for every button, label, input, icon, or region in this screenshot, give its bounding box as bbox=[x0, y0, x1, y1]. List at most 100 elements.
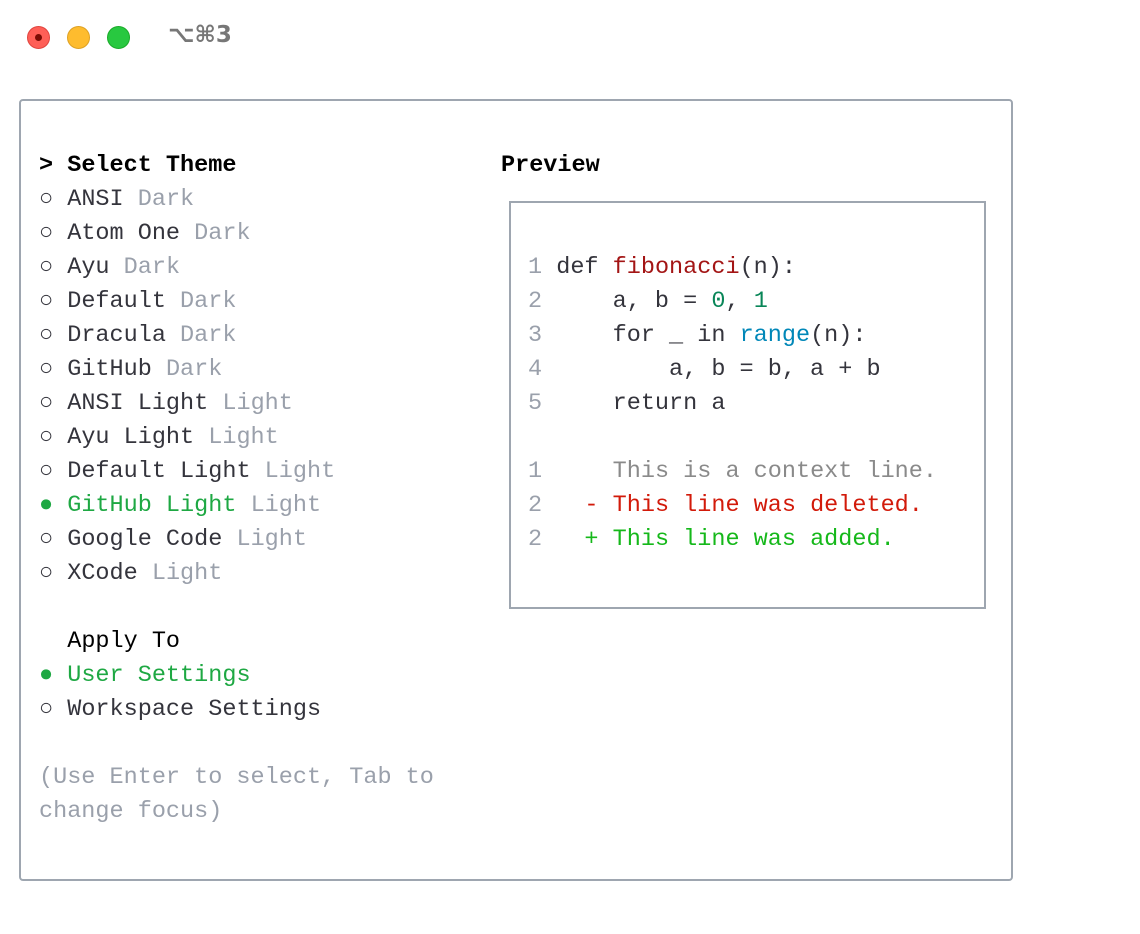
code-line: 3 for _ in range(n): bbox=[528, 319, 867, 353]
code-token: range bbox=[739, 322, 811, 349]
apply-to-name: User Settings bbox=[67, 662, 251, 689]
apply-to-option[interactable]: ● User Settings bbox=[39, 659, 251, 693]
code-token: , bbox=[725, 288, 754, 315]
code-token: def bbox=[556, 254, 613, 281]
code-token: a, b = bbox=[556, 288, 712, 315]
diff-body: This is a context line. bbox=[542, 458, 937, 485]
apply-to-name: Workspace Settings bbox=[67, 696, 322, 723]
theme-name: Ayu Light bbox=[67, 424, 195, 451]
radio-empty-icon: ○ bbox=[39, 696, 54, 723]
radio-empty-icon: ○ bbox=[39, 390, 54, 417]
diff-marker bbox=[584, 458, 598, 485]
theme-type: Light bbox=[236, 526, 307, 553]
theme-option[interactable]: ○ GitHub Dark bbox=[39, 353, 222, 387]
radio-empty-icon: ○ bbox=[39, 356, 54, 383]
code-token: (n): bbox=[810, 322, 867, 349]
theme-type: Light bbox=[151, 560, 223, 587]
theme-name: ANSI bbox=[67, 186, 124, 213]
theme-type: Dark bbox=[123, 254, 181, 281]
diff-body: + This line was added. bbox=[542, 526, 895, 553]
radio-empty-icon: ○ bbox=[39, 186, 54, 213]
code-token: 0 bbox=[711, 288, 726, 315]
line-number: 1 bbox=[528, 254, 543, 281]
code-token: fibonacci bbox=[612, 254, 740, 281]
diff-line-ctx: 1 This is a context line. bbox=[528, 455, 937, 489]
diff-marker: + bbox=[584, 526, 599, 553]
theme-type: Light bbox=[250, 492, 322, 519]
code-line: 5 return a bbox=[528, 387, 725, 421]
help-text-line1: (Use Enter to select, Tab to bbox=[39, 764, 434, 791]
line-number: 5 bbox=[528, 390, 543, 417]
theme-option[interactable]: ○ Atom One Dark bbox=[39, 217, 251, 251]
theme-option[interactable]: ○ ANSI Dark bbox=[39, 183, 194, 217]
theme-name: Default Light bbox=[67, 458, 251, 485]
line-number: 3 bbox=[528, 322, 543, 349]
line-number: 4 bbox=[528, 356, 543, 383]
theme-option[interactable]: ○ ANSI Light Light bbox=[39, 387, 293, 421]
theme-name: XCode bbox=[67, 560, 138, 587]
code-line: 1 def fibonacci(n): bbox=[528, 251, 796, 285]
theme-name: Ayu bbox=[67, 254, 110, 281]
theme-name: Dracula bbox=[67, 322, 166, 349]
theme-heading: > Select Theme bbox=[39, 149, 236, 183]
radio-empty-icon: ○ bbox=[39, 526, 54, 553]
theme-name: Default bbox=[67, 288, 166, 315]
radio-empty-icon: ○ bbox=[39, 424, 54, 451]
diff-body: - This line was deleted. bbox=[542, 492, 923, 519]
code-token: a, b = b, a + b bbox=[556, 356, 881, 383]
diff-marker: - bbox=[584, 492, 599, 519]
close-window-button[interactable] bbox=[27, 26, 50, 49]
theme-name: GitHub bbox=[67, 356, 152, 383]
radio-empty-icon: ○ bbox=[39, 458, 54, 485]
apply-to-option[interactable]: ○ Workspace Settings bbox=[39, 693, 321, 727]
theme-type: Light bbox=[222, 390, 293, 417]
code-token: for _ in bbox=[556, 322, 740, 349]
theme-name: Google Code bbox=[67, 526, 223, 553]
apply-to-heading-label: Apply To bbox=[67, 628, 181, 655]
preview-panel bbox=[509, 201, 986, 609]
maximize-window-button[interactable] bbox=[107, 26, 130, 49]
theme-option[interactable]: ○ Google Code Light bbox=[39, 523, 307, 557]
theme-type: Dark bbox=[165, 356, 223, 383]
radio-empty-icon: ○ bbox=[39, 220, 54, 247]
line-number: 2 bbox=[528, 492, 543, 519]
theme-dialog bbox=[19, 99, 1013, 881]
theme-type: Light bbox=[264, 458, 336, 485]
theme-option[interactable]: ○ Dracula Dark bbox=[39, 319, 236, 353]
theme-type: Light bbox=[208, 424, 279, 451]
theme-type: Dark bbox=[180, 322, 237, 349]
line-number: 2 bbox=[528, 288, 543, 315]
theme-option[interactable]: ● GitHub Light Light bbox=[39, 489, 321, 523]
diff-line-del: 2 - This line was deleted. bbox=[528, 489, 923, 523]
theme-type: Dark bbox=[137, 186, 195, 213]
diff-text: This line was deleted. bbox=[612, 492, 923, 519]
theme-option[interactable]: ○ Ayu Light Light bbox=[39, 421, 279, 455]
code-token: 1 bbox=[753, 288, 768, 315]
theme-heading-label: Select Theme bbox=[67, 152, 237, 179]
code-token: (n): bbox=[739, 254, 796, 281]
theme-type: Dark bbox=[180, 288, 237, 315]
theme-name: ANSI Light bbox=[67, 390, 209, 417]
theme-option[interactable]: ○ Default Light Light bbox=[39, 455, 335, 489]
line-number: 2 bbox=[528, 526, 543, 553]
theme-name: Atom One bbox=[67, 220, 181, 247]
diff-line-add: 2 + This line was added. bbox=[528, 523, 895, 557]
diff-text: This line was added. bbox=[612, 526, 895, 553]
code-line: 2 a, b = 0, 1 bbox=[528, 285, 768, 319]
theme-option[interactable]: ○ XCode Light bbox=[39, 557, 222, 591]
code-line: 4 a, b = b, a + b bbox=[528, 353, 881, 387]
diff-text: This is a context line. bbox=[612, 458, 937, 485]
theme-name: GitHub Light bbox=[67, 492, 237, 519]
radio-empty-icon: ○ bbox=[39, 322, 54, 349]
theme-type: Dark bbox=[194, 220, 251, 247]
theme-option[interactable]: ○ Default Dark bbox=[39, 285, 236, 319]
radio-empty-icon: ○ bbox=[39, 288, 54, 315]
radio-filled-icon: ● bbox=[39, 492, 54, 519]
line-number: 1 bbox=[528, 458, 543, 485]
minimize-window-button[interactable] bbox=[67, 26, 90, 49]
focus-indicator: > bbox=[39, 152, 54, 179]
apply-to-heading: Apply To bbox=[39, 625, 180, 659]
theme-option[interactable]: ○ Ayu Dark bbox=[39, 251, 180, 285]
help-text-line2: change focus) bbox=[39, 798, 223, 825]
code-token: return a bbox=[556, 390, 726, 417]
